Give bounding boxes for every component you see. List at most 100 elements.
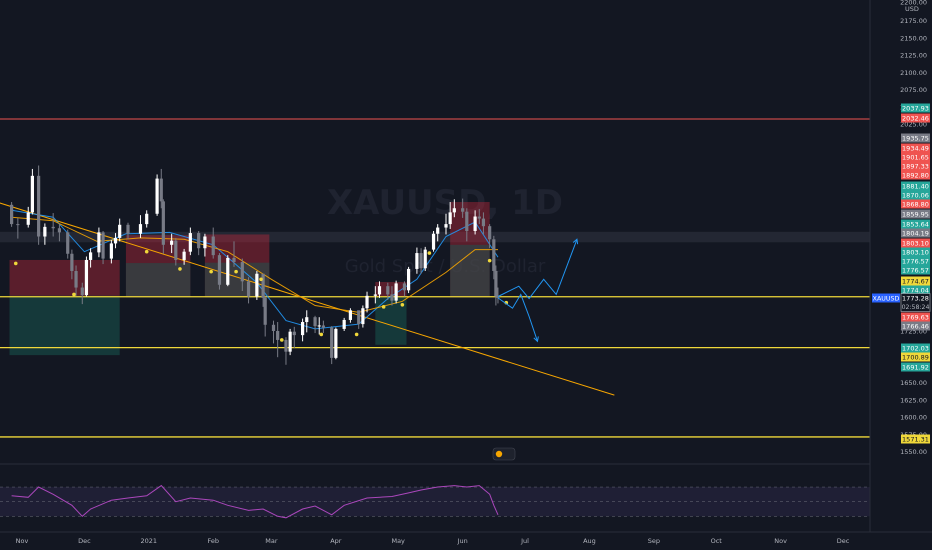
candle-body xyxy=(473,216,477,231)
candle-body xyxy=(263,297,267,325)
position-stop-zone[interactable] xyxy=(9,259,120,296)
candle-body xyxy=(51,226,55,229)
price-tag-label: 1774.04 xyxy=(902,287,929,295)
candle-body xyxy=(348,310,352,320)
symbol-tag-label: XAUUSD xyxy=(873,296,900,303)
price-y-tick: 2100.00 xyxy=(900,69,927,77)
price-tag-label: 1776.57 xyxy=(902,267,929,275)
candle-body xyxy=(436,227,440,234)
candle-body xyxy=(481,218,486,227)
price-tag xyxy=(901,285,930,295)
price-tag-label: 1691.92 xyxy=(902,364,929,372)
candle-body xyxy=(145,213,149,225)
candle-body xyxy=(255,273,259,297)
price-tag-label: 1892.80 xyxy=(902,172,929,180)
candle-body xyxy=(461,208,465,212)
trendline[interactable] xyxy=(0,192,615,396)
price-tag-label: 1859.95 xyxy=(902,211,929,219)
price-tag-label: 1897.33 xyxy=(902,163,929,171)
price-y-tick: 1550.00 xyxy=(900,448,927,456)
price-tag-label: 2037.93 xyxy=(902,105,929,113)
candle-body xyxy=(448,212,452,225)
candle-body xyxy=(188,233,192,252)
candle-body xyxy=(300,322,305,336)
position-target-zone[interactable] xyxy=(204,262,270,298)
current-price-tag xyxy=(900,293,931,312)
candle-body xyxy=(342,319,346,329)
candle-body xyxy=(444,224,448,228)
candle-body xyxy=(174,240,178,260)
signal-dot xyxy=(280,338,284,342)
position-target-zone[interactable] xyxy=(450,244,490,298)
time-x-tick: May xyxy=(391,537,405,545)
candle-body xyxy=(357,310,361,325)
price-tag-label: 1803.10 xyxy=(902,249,929,257)
price-tag xyxy=(901,352,930,362)
price-y-tick: 2175.00 xyxy=(900,17,927,25)
candle-body xyxy=(113,237,118,244)
candle-body xyxy=(492,239,496,271)
candle-body xyxy=(361,308,365,325)
candle-body xyxy=(138,224,143,234)
price-y-tick: 2150.00 xyxy=(900,34,927,42)
candle-body xyxy=(197,233,201,249)
signal-dot xyxy=(234,269,238,274)
candle-body xyxy=(10,204,14,225)
time-axis[interactable] xyxy=(0,532,932,550)
price-tag xyxy=(901,170,930,180)
candle-body xyxy=(373,294,377,296)
price-y-tick: 1625.00 xyxy=(900,396,927,404)
candle-body xyxy=(276,330,280,340)
candle-body xyxy=(477,216,481,219)
price-tag-label: 1776.57 xyxy=(902,258,929,266)
bar-countdown-label: 02:58:24 xyxy=(902,304,930,311)
price-tag-label: 1804.19 xyxy=(902,230,929,238)
price-tag-label: 1870.06 xyxy=(902,192,929,200)
candle-body xyxy=(415,253,419,269)
price-tag xyxy=(901,103,930,113)
candle-body xyxy=(386,286,390,295)
price-tag xyxy=(901,434,930,444)
time-x-tick: Aug xyxy=(583,537,596,545)
candle-body xyxy=(101,232,105,259)
price-y-tick: 2125.00 xyxy=(900,52,927,60)
candle-body xyxy=(292,331,296,336)
time-x-tick: Feb xyxy=(207,537,219,545)
projection-arrow-head xyxy=(533,336,539,343)
candle-body xyxy=(182,251,186,260)
price-tag-label: 1766.46 xyxy=(902,323,929,331)
projection-arrow[interactable] xyxy=(497,239,578,300)
time-x-tick: Jun xyxy=(457,537,468,545)
time-x-tick: Oct xyxy=(711,537,723,545)
candle-body xyxy=(109,243,113,259)
signal-dot xyxy=(209,269,213,274)
candle-body xyxy=(30,175,34,213)
time-x-tick: Jul xyxy=(520,537,529,545)
watermark-symbol: XAUUSD, 1D xyxy=(327,183,563,223)
candle-body xyxy=(155,178,159,214)
projection-arrow[interactable] xyxy=(497,293,538,342)
price-tag-label: 1901.65 xyxy=(902,154,929,162)
candle-body xyxy=(305,317,309,323)
price-tag-label: 1702.03 xyxy=(902,345,929,353)
price-tag xyxy=(901,247,930,257)
price-axis[interactable] xyxy=(870,0,932,550)
position-stop-zone[interactable] xyxy=(375,282,407,297)
position-target-zone[interactable] xyxy=(9,295,120,356)
price-tag-label: 1774.67 xyxy=(902,278,929,286)
candle-body xyxy=(74,270,78,288)
candle-body xyxy=(394,283,398,301)
currency-label: USD xyxy=(905,5,919,13)
price-tag xyxy=(901,256,930,266)
price-tag xyxy=(901,362,930,372)
price-tag xyxy=(901,133,930,143)
price-y-tick: 1650.00 xyxy=(900,379,927,387)
price-tag xyxy=(901,113,930,123)
candle-body xyxy=(170,240,174,245)
candle-body xyxy=(37,175,41,237)
candle-body xyxy=(465,211,469,231)
candle-body xyxy=(390,294,394,301)
candle-body xyxy=(118,224,122,238)
time-x-tick: Mar xyxy=(265,537,278,545)
